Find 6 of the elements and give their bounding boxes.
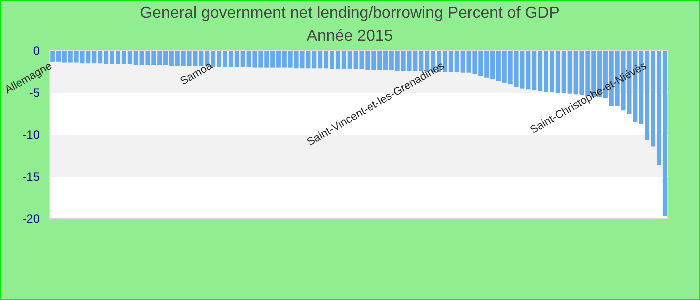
- y-tick-label: -20: [22, 212, 40, 226]
- y-tick-label: -10: [22, 128, 40, 142]
- y-tick-label: -15: [22, 170, 40, 184]
- chart-title: General government net lending/borrowing Percent of GDP: [140, 5, 560, 22]
- y-tick-label: 0: [33, 44, 40, 58]
- chart-subtitle: Année 2015: [306, 28, 394, 45]
